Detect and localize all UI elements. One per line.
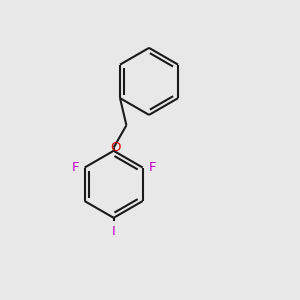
Text: I: I xyxy=(112,225,116,238)
Text: F: F xyxy=(148,161,156,174)
Text: F: F xyxy=(71,161,79,174)
Text: O: O xyxy=(110,141,121,154)
